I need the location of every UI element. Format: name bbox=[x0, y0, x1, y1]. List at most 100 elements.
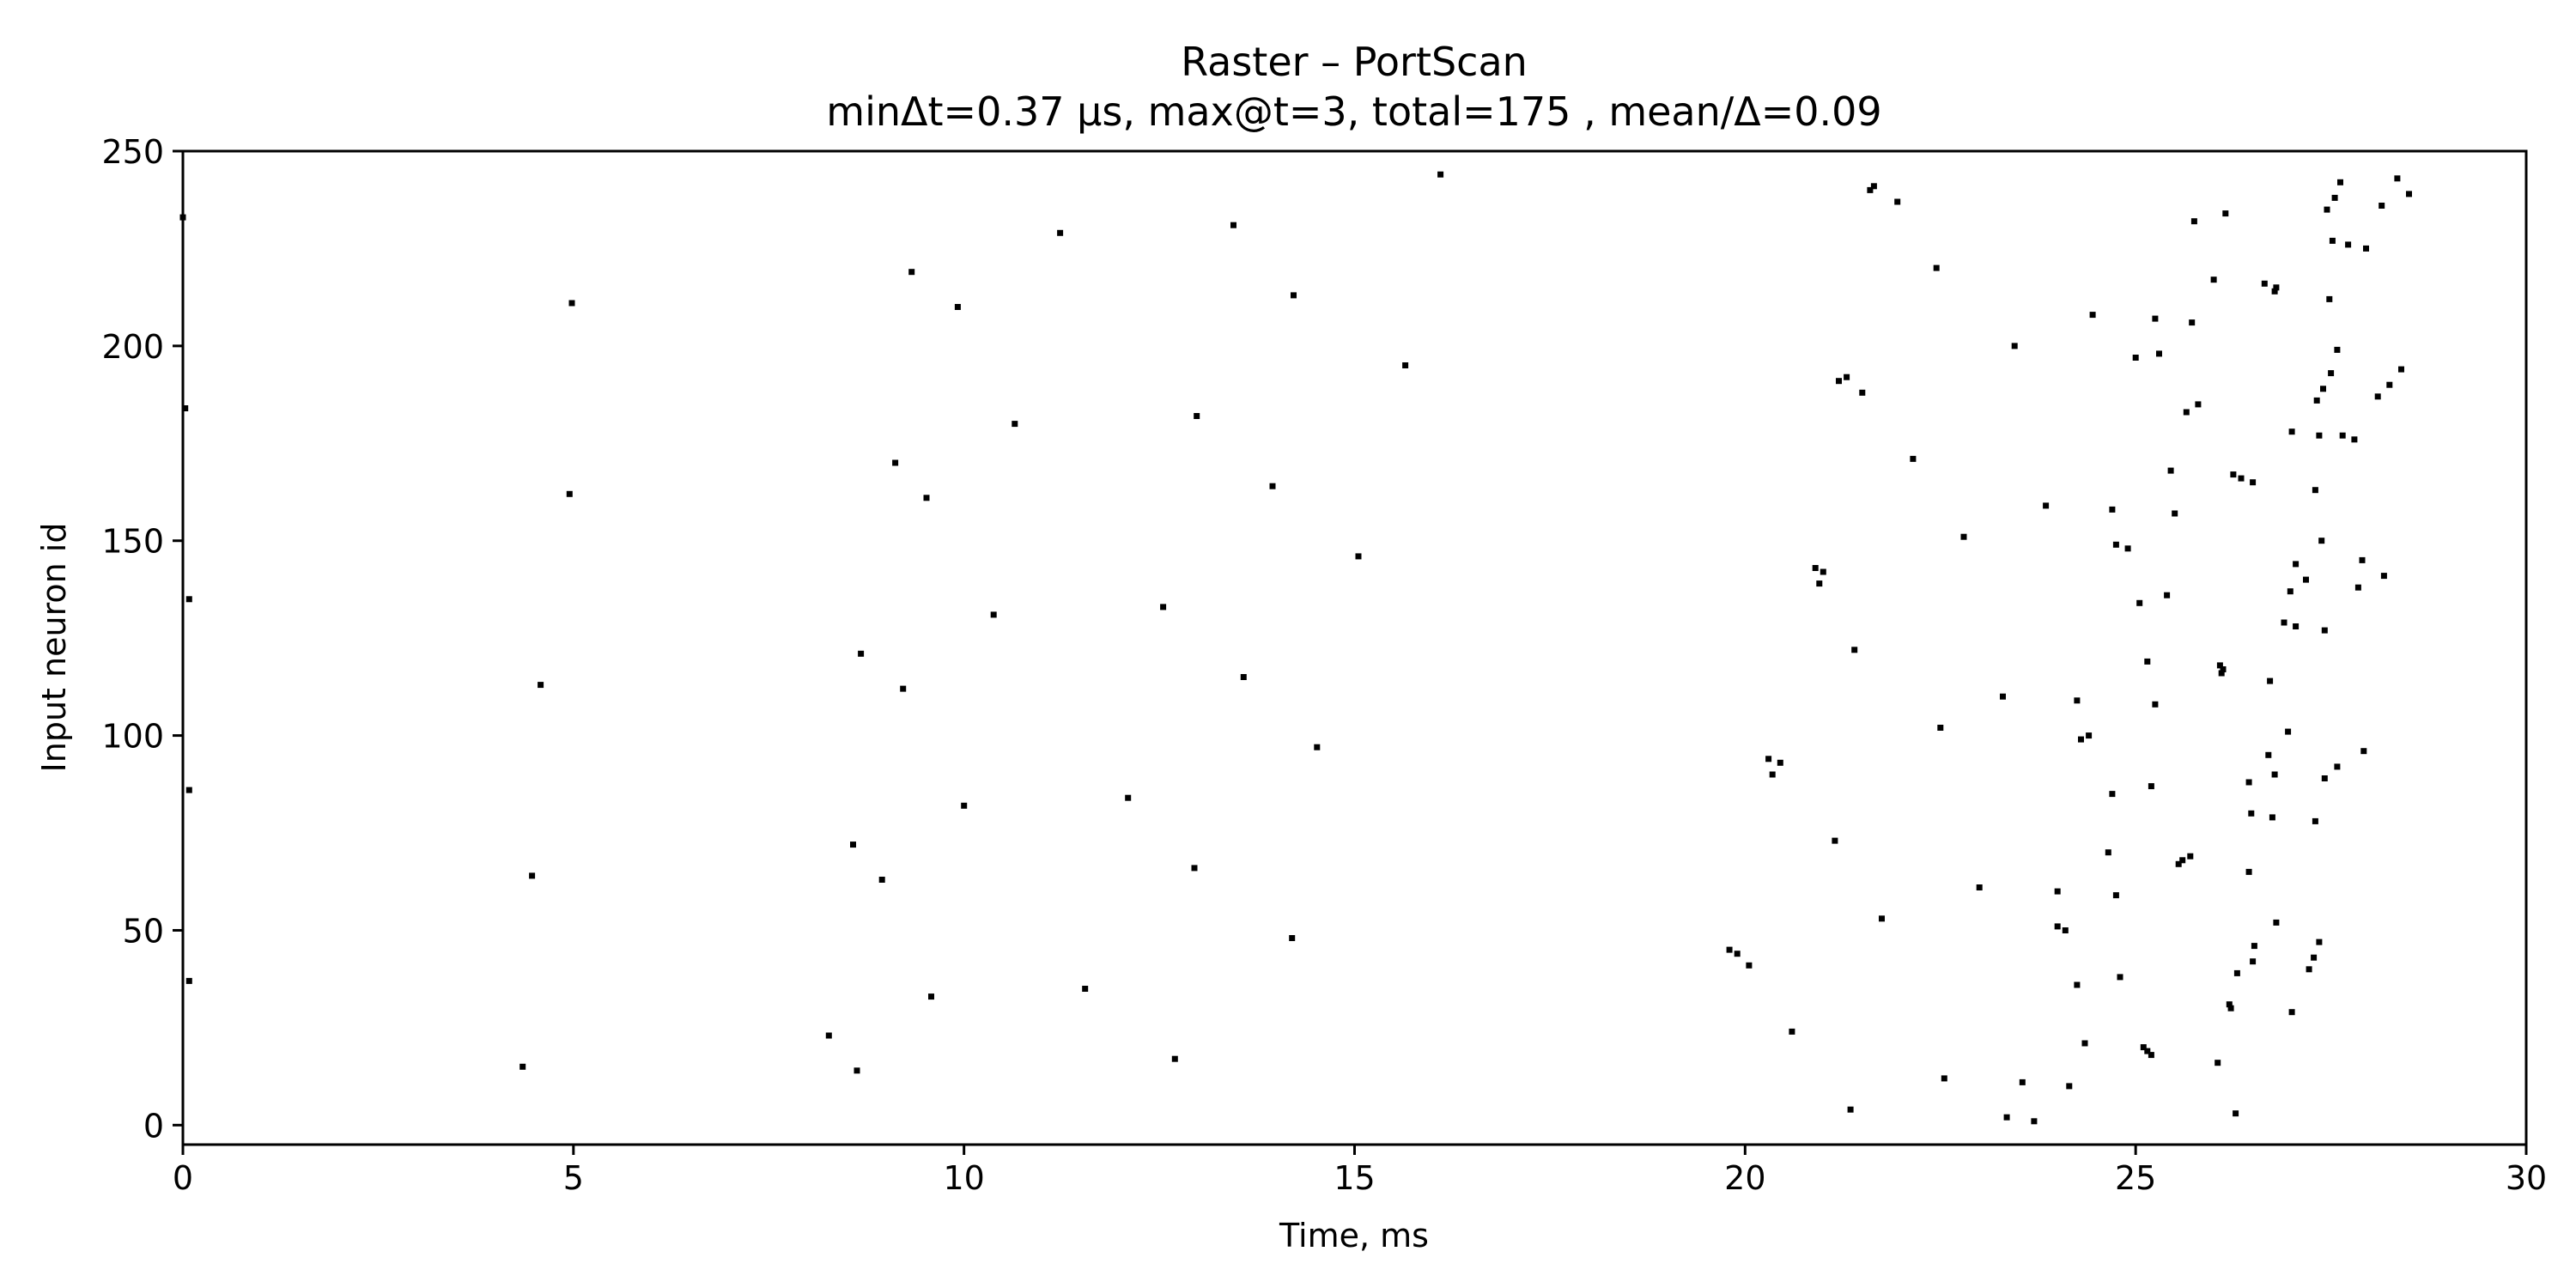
spike-point bbox=[2215, 1060, 2221, 1066]
spike-point bbox=[2311, 954, 2318, 961]
spike-point bbox=[2031, 1118, 2038, 1125]
spike-point bbox=[2220, 666, 2227, 672]
spike-point bbox=[1125, 794, 1132, 801]
spike-point bbox=[2293, 623, 2300, 629]
spike-point bbox=[2398, 366, 2404, 373]
y-tick-label: 150 bbox=[101, 523, 164, 561]
y-tick-label: 100 bbox=[101, 718, 164, 756]
spike-point bbox=[1746, 962, 1753, 969]
spike-point bbox=[1726, 946, 1733, 953]
spike-point bbox=[2406, 191, 2412, 197]
spike-point bbox=[1933, 264, 1940, 271]
spike-point bbox=[825, 1032, 832, 1039]
spike-point bbox=[1832, 837, 1838, 844]
spike-point bbox=[2190, 218, 2197, 225]
spike-point bbox=[2394, 175, 2401, 182]
spike-point bbox=[2074, 697, 2081, 704]
spike-point bbox=[2187, 853, 2194, 860]
spike-point bbox=[2164, 592, 2171, 598]
spike-point bbox=[2086, 732, 2093, 739]
spike-point bbox=[2293, 561, 2300, 568]
spike-point bbox=[2360, 748, 2367, 755]
spike-point bbox=[1812, 565, 1819, 571]
spike-point bbox=[185, 977, 192, 984]
spike-point bbox=[2363, 245, 2369, 252]
spike-point bbox=[2329, 237, 2336, 244]
spike-point bbox=[2238, 475, 2245, 482]
spike-point bbox=[2324, 206, 2330, 213]
spike-point bbox=[858, 650, 865, 657]
spike-point bbox=[2011, 343, 2018, 349]
spike-point bbox=[2081, 1040, 2088, 1047]
spike-point bbox=[2250, 479, 2257, 486]
x-tick-label: 25 bbox=[2115, 1159, 2156, 1197]
spike-point bbox=[2124, 545, 2131, 552]
spike-point bbox=[2105, 849, 2111, 856]
y-axis: 0 50 100 150 200 250 bbox=[101, 133, 183, 1145]
spike-point bbox=[2316, 432, 2323, 439]
spike-point bbox=[2245, 779, 2252, 786]
spike-point bbox=[2265, 751, 2272, 758]
spike-point bbox=[2222, 210, 2229, 217]
spike-point bbox=[2148, 1052, 2154, 1059]
x-axis: 0 5 10 15 20 25 30 bbox=[173, 1145, 2547, 1197]
spike-point bbox=[2148, 783, 2154, 790]
spike-point bbox=[1789, 1028, 1795, 1035]
spike-point bbox=[2066, 1083, 2073, 1090]
spike-point bbox=[1402, 362, 1409, 368]
spike-point bbox=[2156, 350, 2162, 357]
spike-point bbox=[2273, 919, 2280, 926]
spike-point bbox=[2152, 315, 2159, 322]
spike-point bbox=[1879, 915, 1885, 922]
spike-points bbox=[179, 171, 2412, 1125]
spike-point bbox=[529, 872, 536, 879]
spike-point bbox=[2306, 966, 2312, 973]
y-axis-label: Input neuron id bbox=[35, 523, 73, 773]
spike-point bbox=[892, 459, 899, 466]
spike-point bbox=[2136, 599, 2143, 606]
spike-point bbox=[2320, 386, 2326, 392]
spike-point bbox=[923, 495, 930, 501]
spike-point bbox=[1171, 1055, 1178, 1062]
spike-point bbox=[1191, 865, 1198, 872]
spike-point bbox=[2230, 471, 2237, 478]
spike-point bbox=[2334, 346, 2341, 353]
spike-point bbox=[2313, 397, 2320, 404]
spike-point bbox=[2226, 1001, 2233, 1008]
spike-point bbox=[2334, 763, 2341, 770]
spike-point bbox=[1194, 413, 1200, 419]
spike-point bbox=[2175, 860, 2182, 867]
spike-point bbox=[2269, 814, 2275, 821]
spike-point bbox=[1847, 1106, 1854, 1113]
spike-point bbox=[1976, 884, 1983, 890]
spike-point bbox=[1836, 378, 1842, 385]
spike-point bbox=[1269, 483, 1276, 489]
spike-point bbox=[2140, 1044, 2147, 1051]
spike-point bbox=[878, 877, 885, 883]
spike-point bbox=[961, 802, 968, 809]
spike-point bbox=[1289, 935, 1296, 941]
spike-point bbox=[2312, 487, 2318, 494]
spike-point bbox=[2195, 401, 2202, 408]
x-tick-label: 20 bbox=[1724, 1159, 1765, 1197]
spike-point bbox=[2351, 436, 2358, 443]
spike-point bbox=[1769, 771, 1776, 778]
spike-point bbox=[2285, 728, 2292, 735]
spike-point bbox=[2380, 573, 2387, 580]
spike-point bbox=[1734, 951, 1741, 957]
spike-point bbox=[2303, 576, 2309, 583]
spike-point bbox=[850, 841, 856, 848]
spike-point bbox=[1816, 580, 1823, 587]
spike-point bbox=[2000, 693, 2006, 700]
spike-point bbox=[2043, 502, 2050, 509]
spike-point bbox=[1894, 198, 1901, 205]
spike-point bbox=[2078, 736, 2084, 743]
spike-point bbox=[2144, 1048, 2151, 1054]
spike-point bbox=[1012, 421, 1018, 428]
spike-point bbox=[2144, 658, 2151, 665]
spike-point bbox=[2019, 1078, 2026, 1085]
spike-point bbox=[2152, 701, 2159, 708]
spike-point bbox=[2167, 467, 2174, 474]
spike-point bbox=[2218, 670, 2225, 677]
spike-point bbox=[1082, 986, 1089, 992]
